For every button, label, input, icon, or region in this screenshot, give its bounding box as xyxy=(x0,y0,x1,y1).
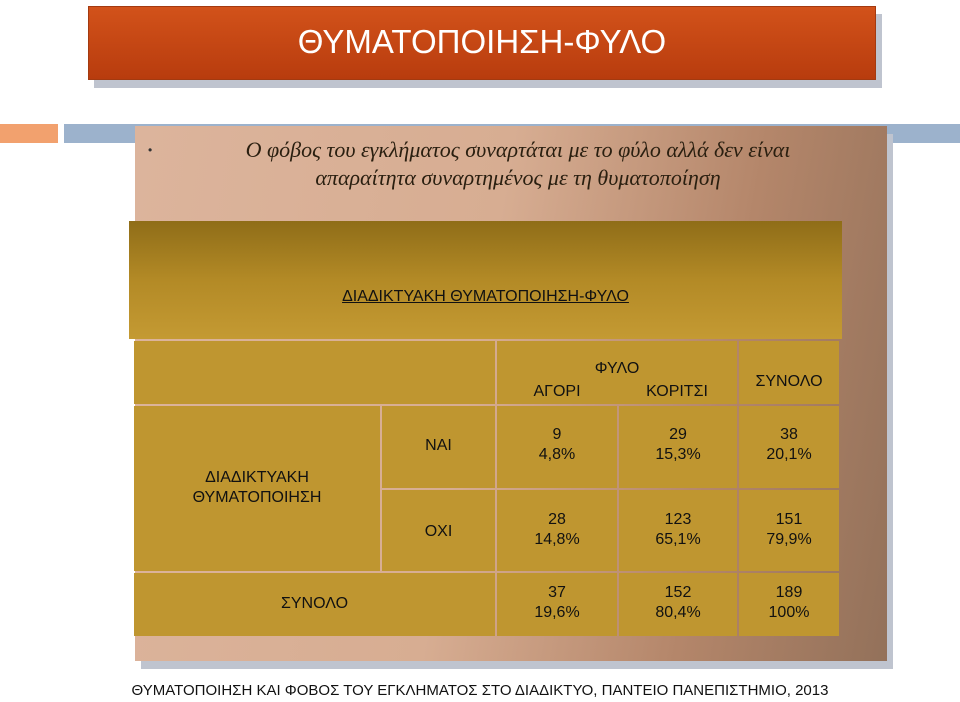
total-row-label: ΣΥΝΟΛΟ xyxy=(280,595,349,612)
intro-text: Ο φόβος του εγκλήματος συναρτάται με το … xyxy=(158,136,878,192)
slide-footer: ΘΥΜΑΤΟΠΟΙΗΣΗ ΚΑΙ ΦΟΒΟΣ ΤΟΥ ΕΓΚΛΗΜΑΤΟΣ ΣΤ… xyxy=(131,682,829,699)
yes-label-cell: ΝΑΙ xyxy=(382,406,495,488)
intro-line-2: απαραίτητα συναρτημένος με τη θυματοποίη… xyxy=(315,165,721,190)
yes-total-count: 38 xyxy=(780,426,798,443)
no-girls-count: 123 xyxy=(664,511,692,528)
data-table: ΔΙΑΔΙΚΤΥΑΚΗ ΘΥΜΑΤΟΠΟΙΗΣΗ-ΦΥΛΟ ΦΥΛΟ ΑΓΟΡΙ… xyxy=(129,221,842,637)
total-total-count: 189 xyxy=(775,584,803,601)
yes-girls-count: 29 xyxy=(669,426,687,443)
bullet-icon: • xyxy=(148,143,153,157)
row-header-cell: ΔΙΑΔΙΚΤΥΑΚΗ ΘΥΜΑΤΟΠΟΙΗΣΗ xyxy=(134,406,380,571)
slide-title-bar: ΘΥΜΑΤΟΠΟΙΗΣΗ-ΦΥΛΟ xyxy=(88,6,876,80)
decor-stripe-orange xyxy=(0,124,58,143)
table-heading-band: ΔΙΑΔΙΚΤΥΑΚΗ ΘΥΜΑΤΟΠΟΙΗΣΗ-ΦΥΛΟ xyxy=(129,221,842,339)
corner-cell xyxy=(134,341,495,404)
yes-total-cell: 38 20,1% xyxy=(739,406,839,488)
total-label-cell: ΣΥΝΟΛΟ xyxy=(134,573,495,636)
no-girls-cell: 123 65,1% xyxy=(619,490,737,571)
yes-boys-cell: 9 4,8% xyxy=(497,406,617,488)
yes-total-pct: 20,1% xyxy=(766,446,812,463)
slide-title: ΘΥΜΑΤΟΠΟΙΗΣΗ-ΦΥΛΟ xyxy=(297,23,667,60)
col-header-girls: ΚΟΡΙΤΣΙ xyxy=(646,383,708,400)
total-girls-count: 152 xyxy=(664,584,692,601)
no-label-cell: ΟΧΙ xyxy=(382,490,495,571)
yes-girls-cell: 29 15,3% xyxy=(619,406,737,488)
row-header-line-1: ΔΙΑΔΙΚΤΥΑΚΗ xyxy=(205,469,309,486)
total-header-cell: ΣΥΝΟΛΟ xyxy=(739,341,839,404)
yes-boys-pct: 4,8% xyxy=(538,446,576,463)
yes-label: ΝΑΙ xyxy=(425,437,452,454)
sex-group-header: ΦΥΛΟ xyxy=(594,360,640,377)
yes-boys-count: 9 xyxy=(552,426,562,443)
no-boys-cell: 28 14,8% xyxy=(497,490,617,571)
no-total-cell: 151 79,9% xyxy=(739,490,839,571)
total-boys-cell: 37 19,6% xyxy=(497,573,617,636)
no-boys-pct: 14,8% xyxy=(534,531,580,548)
total-total-pct: 100% xyxy=(768,604,810,621)
intro-line-1: Ο φόβος του εγκλήματος συναρτάται με το … xyxy=(245,137,791,162)
no-label: ΟΧΙ xyxy=(424,523,453,540)
total-girls-pct: 80,4% xyxy=(655,604,701,621)
sex-header-cell: ΦΥΛΟ ΑΓΟΡΙ ΚΟΡΙΤΣΙ xyxy=(497,341,737,404)
no-boys-count: 28 xyxy=(548,511,566,528)
table-heading: ΔΙΑΔΙΚΤΥΑΚΗ ΘΥΜΑΤΟΠΟΙΗΣΗ-ΦΥΛΟ xyxy=(342,288,629,305)
total-boys-pct: 19,6% xyxy=(534,604,580,621)
col-header-boys: ΑΓΟΡΙ xyxy=(533,383,581,400)
no-total-count: 151 xyxy=(775,511,803,528)
yes-girls-pct: 15,3% xyxy=(655,446,701,463)
no-total-pct: 79,9% xyxy=(766,531,812,548)
no-girls-pct: 65,1% xyxy=(655,531,701,548)
total-girls-cell: 152 80,4% xyxy=(619,573,737,636)
total-total-cell: 189 100% xyxy=(739,573,839,636)
col-header-total: ΣΥΝΟΛΟ xyxy=(755,373,823,390)
total-boys-count: 37 xyxy=(548,584,566,601)
row-header-line-2: ΘΥΜΑΤΟΠΟΙΗΣΗ xyxy=(192,489,322,506)
